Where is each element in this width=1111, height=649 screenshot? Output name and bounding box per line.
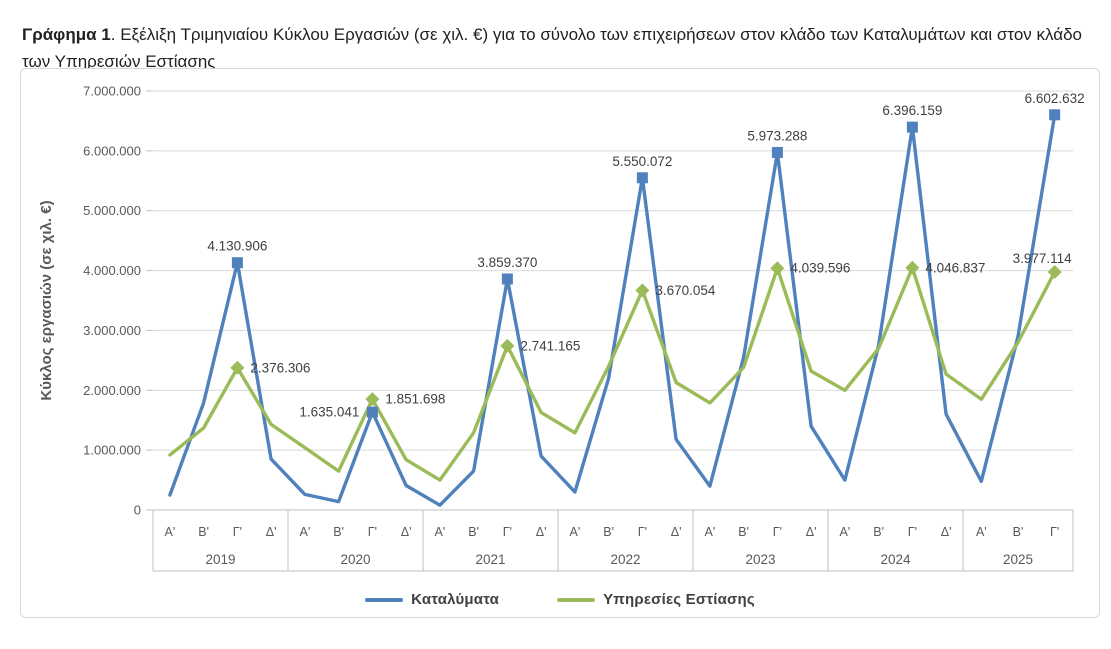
y-axis-tick-label: 7.000.000 (83, 84, 141, 99)
x-axis-year-label: 2019 (205, 552, 235, 567)
data-label: 6.602.632 (1025, 91, 1085, 106)
x-axis-year-label: 2025 (1003, 552, 1033, 567)
data-point-marker-square (636, 172, 648, 184)
data-point-marker-diamond (230, 360, 245, 375)
x-axis-quarter-label: Α' (435, 525, 446, 539)
y-axis-tick-label: 1.000.000 (83, 443, 141, 458)
x-axis-quarter-label: Δ' (401, 525, 412, 539)
data-label: 4.039.596 (790, 261, 850, 276)
x-axis-quarter-label: Γ' (773, 525, 782, 539)
x-axis-quarter-label: Β' (333, 525, 344, 539)
data-point-marker-square (231, 257, 243, 269)
x-axis-quarter-label: Α' (840, 525, 851, 539)
data-point-marker-square (906, 121, 918, 133)
data-point-marker-diamond (905, 260, 920, 275)
x-axis-year-label: 2022 (610, 552, 640, 567)
x-axis-quarter-label: Γ' (1050, 525, 1059, 539)
chart: 0 1.000.000 2.000.000 3.000.000 4.000.000 5.0… (20, 68, 1100, 618)
data-label: 2.741.165 (520, 338, 580, 353)
x-axis-quarter-label: Α' (165, 525, 176, 539)
data-label: 3.859.370 (477, 255, 537, 270)
x-axis-quarter-label: Α' (570, 525, 581, 539)
x-axis-quarter-label: Β' (198, 525, 209, 539)
x-axis-quarter-label: Γ' (638, 525, 647, 539)
x-axis-quarter-label: Δ' (806, 525, 817, 539)
data-label: 1.851.698 (385, 392, 445, 407)
data-point-marker-diamond (365, 392, 380, 407)
data-point-marker-diamond (1047, 264, 1062, 279)
x-axis-quarter-label: Β' (468, 525, 479, 539)
x-axis-year-label: 2021 (475, 552, 505, 567)
y-axis-tick-label: 4.000.000 (83, 263, 141, 278)
figure-caption-text: . Εξέλιξη Τριμηνιαίου Κύκλου Εργασιών (σ… (22, 25, 1083, 71)
series-line-accommodation (168, 113, 1057, 507)
x-axis-quarter-label: Β' (873, 525, 884, 539)
legend-item-accommodation: Καταλύματα (365, 591, 499, 608)
x-axis-quarter-label: Δ' (671, 525, 682, 539)
x-axis-quarter-label: Γ' (233, 525, 242, 539)
data-label: 2.376.306 (250, 360, 310, 375)
x-axis-quarter-label: Γ' (908, 525, 917, 539)
data-label: 5.973.288 (747, 128, 807, 143)
y-axis-tick-label: 3.000.000 (83, 323, 141, 338)
data-point-marker-diamond (770, 261, 785, 276)
figure-caption: Γράφημα 1. Εξέλιξη Τριμηνιαίου Κύκλου Ερ… (22, 21, 1100, 75)
x-axis-year-label: 2024 (880, 552, 911, 567)
data-label: 4.130.906 (207, 239, 267, 254)
x-axis-quarter-label: Γ' (503, 525, 512, 539)
x-axis-year-label: 2023 (745, 552, 775, 567)
figure-caption-number: Γράφημα 1 (22, 25, 111, 44)
data-point-marker-square (501, 273, 513, 285)
x-axis-quarter-label: Δ' (266, 525, 277, 539)
x-axis-quarter-label: Δ' (536, 525, 547, 539)
y-axis-tick-label: 0 (134, 503, 141, 518)
x-axis-quarter-label: Β' (1013, 525, 1024, 539)
x-axis-quarter-label: Δ' (941, 525, 952, 539)
data-label: 3.670.054 (655, 283, 716, 298)
legend-swatch-food-service (557, 597, 596, 602)
x-axis-quarter-label: Α' (705, 525, 716, 539)
data-label: 3.977.114 (1013, 251, 1073, 266)
data-label: 4.046.837 (925, 260, 985, 275)
legend-item-food-service: Υπηρεσίες Εστίασης (557, 591, 755, 608)
x-axis-quarter-label: Β' (603, 525, 614, 539)
data-label: 1.635.041 (299, 405, 359, 420)
x-axis-quarter-label: Β' (738, 525, 749, 539)
legend-label-food-service: Υπηρεσίες Εστίασης (603, 591, 755, 608)
chart-plot: 0 1.000.000 2.000.000 3.000.000 4.000.000 5.0… (38, 84, 1085, 572)
legend-swatch-accommodation (365, 597, 404, 602)
data-point-marker-square (366, 406, 378, 418)
data-label: 6.396.159 (882, 103, 942, 118)
data-label: 5.550.072 (612, 154, 672, 169)
data-point-marker-diamond (500, 338, 515, 353)
data-point-marker-diamond (635, 283, 650, 298)
y-axis-tick-label: 2.000.000 (83, 383, 141, 398)
chart-legend: Καταλύματα Υπηρεσίες Εστίασης (21, 591, 1099, 608)
data-point-marker-square (1049, 109, 1061, 121)
x-axis-quarter-label: Α' (976, 525, 987, 539)
y-axis-tick-label: 6.000.000 (83, 143, 141, 158)
data-point-marker-square (771, 146, 783, 158)
legend-label-accommodation: Καταλύματα (411, 591, 500, 608)
x-axis-quarter-label: Γ' (368, 525, 377, 539)
y-axis-title: Κύκλος εργασιών (σε χιλ. €) (38, 200, 55, 400)
y-axis-tick-label: 5.000.000 (83, 203, 141, 218)
x-axis-quarter-label: Α' (300, 525, 311, 539)
x-axis-year-label: 2020 (340, 552, 370, 567)
series-line-food-service (168, 266, 1057, 482)
